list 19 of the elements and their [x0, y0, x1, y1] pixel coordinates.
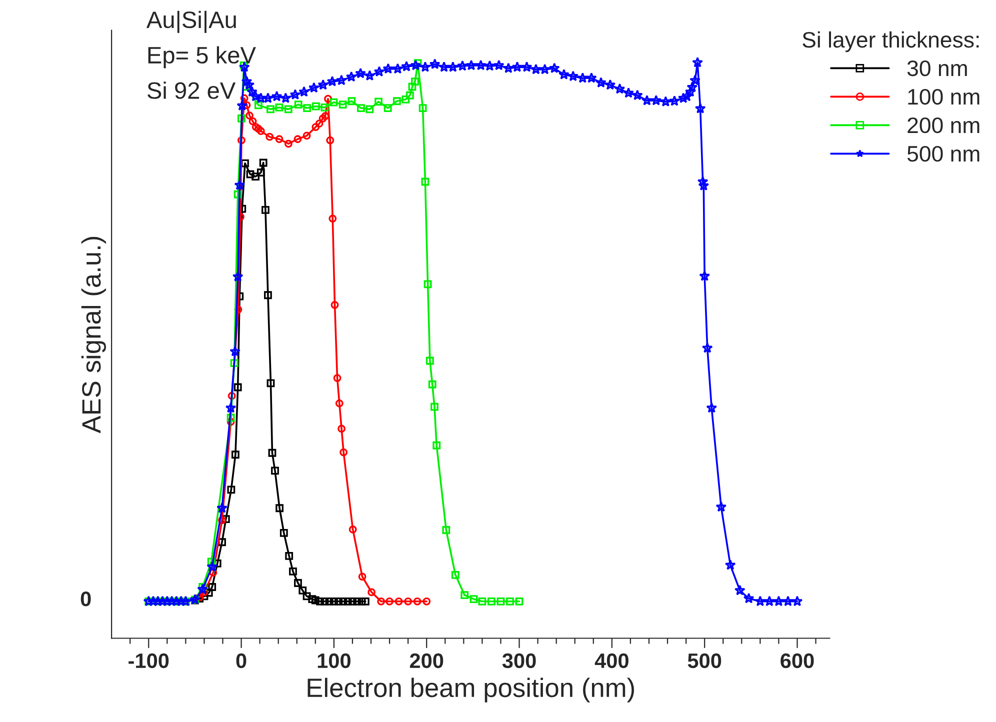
- x-tick-label: 600: [780, 653, 814, 668]
- legend-title: Si layer thickness:: [802, 31, 979, 52]
- legend-label: 30 nm: [907, 60, 967, 76]
- x-tick-label: 400: [594, 653, 628, 668]
- x-tick-label: 200: [410, 653, 444, 668]
- text: Au|Si|Au: [146, 10, 236, 33]
- x-tick-label: 100: [318, 653, 350, 668]
- x-axis-title: Electron beam position (nm): [308, 678, 634, 702]
- legend-label: 500 nm: [907, 146, 980, 162]
- legend-label: 200 nm: [908, 117, 980, 134]
- y-axis-title: AES signal (a.u.): [81, 236, 106, 434]
- legend-label: 100 nm: [908, 88, 980, 105]
- x-tick-label: 0: [236, 653, 246, 668]
- x-tick-label: -100: [128, 653, 169, 668]
- annotation: Ep= 5 keV: [148, 46, 256, 68]
- annotation: Si 92 eV: [147, 82, 236, 99]
- x-tick-label: 500: [688, 653, 722, 668]
- x-tick-label: 300: [502, 653, 536, 668]
- text: 0: [80, 592, 91, 606]
